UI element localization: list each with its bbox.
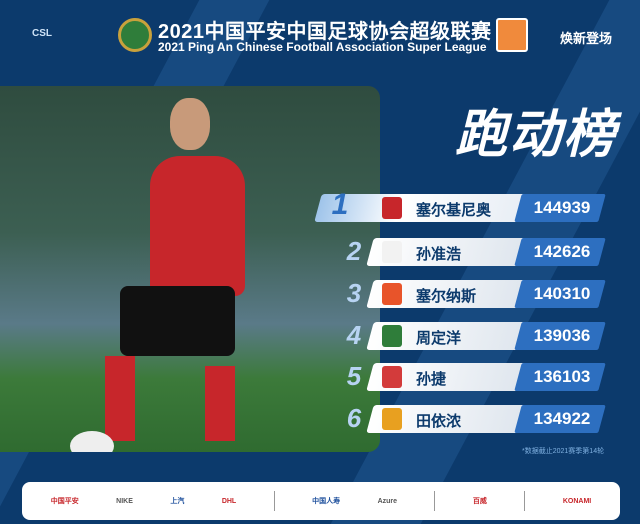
club-badge-icon	[382, 325, 402, 347]
rank-number: 2	[346, 236, 362, 266]
club-badge-icon	[382, 197, 402, 219]
distance-value: 144939	[533, 198, 591, 217]
player-name: 周定洋	[416, 330, 462, 347]
divider	[524, 491, 526, 511]
distance-value: 134922	[533, 409, 591, 428]
rank-number: 3	[346, 278, 362, 308]
player-name: 塞尔基尼奥	[416, 202, 492, 219]
sponsor-logo: NIKE	[116, 497, 133, 505]
rank-number: 4	[346, 320, 362, 350]
club-badge-icon	[382, 241, 402, 263]
club-badge-icon	[382, 408, 402, 430]
distance-value: 139036	[533, 326, 591, 345]
club-badge-icon	[382, 283, 402, 305]
ranking-row: 6 田依浓 134922	[318, 403, 608, 435]
sponsor-logo: DHL	[221, 497, 237, 505]
sponsor-bar: 中国平安 NIKE 上汽 DHL 中国人寿 Azure 百威 KONAMI	[22, 482, 620, 520]
rank-number: 1	[331, 188, 349, 221]
ranking-row: 1 塞尔基尼奥 144939	[314, 188, 608, 224]
sponsor-logo: 上汽	[170, 498, 185, 505]
cfa-emblem-icon	[118, 18, 152, 52]
player-sock	[105, 356, 135, 441]
sponsor-logo: 百威	[472, 498, 487, 505]
sponsor-logo: 中国人寿	[312, 498, 341, 505]
sponsor-logo: 中国平安	[50, 498, 79, 505]
title-en: 2021 Ping An Chinese Football Associatio…	[158, 40, 487, 54]
sponsor-badge-icon	[496, 18, 528, 52]
header: CSL 2021中国平安中国足球协会超级联赛 2021 Ping An Chin…	[0, 0, 640, 80]
club-badge-icon	[382, 366, 402, 388]
player-jersey	[150, 156, 245, 296]
distance-value: 142626	[533, 242, 591, 261]
player-shorts	[120, 286, 235, 356]
football-icon	[70, 431, 114, 452]
ranking-row: 5 孙捷 136103	[318, 361, 608, 393]
player-name: 孙捷	[416, 371, 447, 388]
rank-number: 5	[346, 361, 362, 391]
distance-value: 136103	[533, 367, 591, 386]
rank-number: 6	[346, 403, 362, 433]
distance-value: 140310	[533, 284, 591, 303]
ranking-row: 2 孙准浩 142626	[318, 236, 608, 268]
divider	[434, 491, 436, 511]
title-cn: 2021中国平安中国足球协会超级联赛	[158, 21, 492, 43]
divider	[273, 491, 275, 511]
page-title: 跑动榜	[455, 106, 618, 164]
ranking-row: 4 周定洋 139036	[318, 320, 608, 352]
ranking-row: 3 塞尔纳斯 140310	[318, 278, 608, 310]
player-name: 孙准浩	[416, 246, 462, 263]
player-head	[170, 98, 210, 150]
player-name: 塞尔纳斯	[416, 288, 477, 305]
slogan: 焕新登场	[560, 31, 613, 46]
sponsor-logo: Azure	[377, 497, 398, 505]
csl-logo: CSL	[32, 28, 52, 39]
player-sock	[205, 366, 235, 441]
footnote: *数据截止2021赛季第14轮	[522, 448, 605, 455]
player-name: 田依浓	[416, 413, 462, 430]
sponsor-logo: KONAMI	[562, 497, 592, 505]
player-photo	[0, 86, 380, 452]
